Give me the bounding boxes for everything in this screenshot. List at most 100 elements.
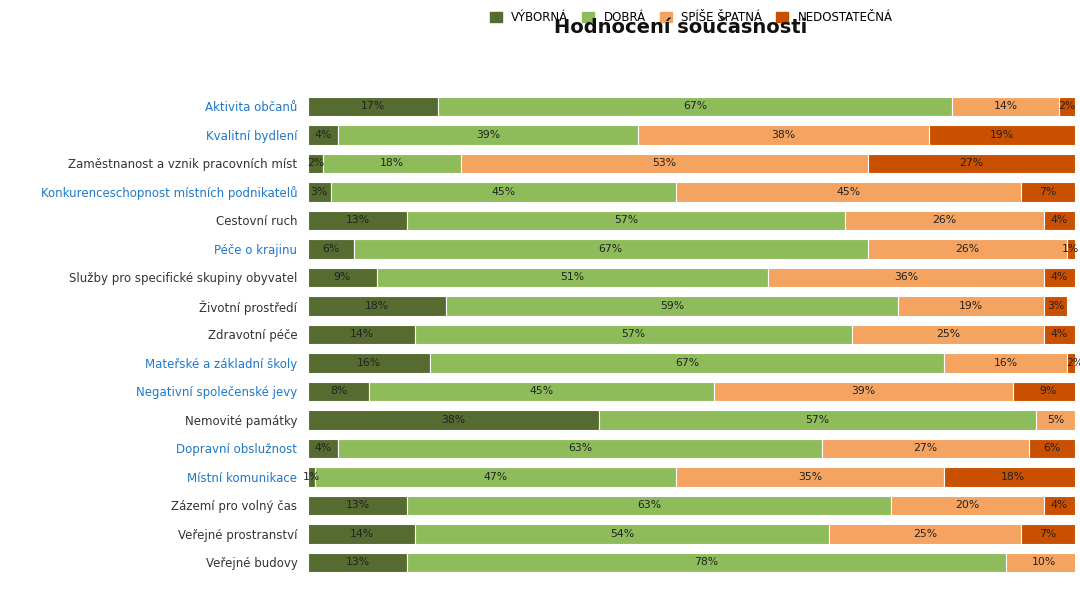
Text: 39%: 39% xyxy=(476,130,500,140)
Text: 16%: 16% xyxy=(994,358,1017,368)
Bar xyxy=(1067,239,1075,258)
Text: 51%: 51% xyxy=(561,272,584,282)
Bar xyxy=(407,553,1005,572)
Text: 6%: 6% xyxy=(322,244,339,254)
Bar xyxy=(829,524,1021,544)
Text: 7%: 7% xyxy=(1039,529,1056,539)
Legend: VÝBORNÁ, DOBRÁ, SPÍŠE ŠPATNÁ, NEDOSTATEČNÁ: VÝBORNÁ, DOBRÁ, SPÍŠE ŠPATNÁ, NEDOSTATEČ… xyxy=(490,11,892,24)
Text: 9%: 9% xyxy=(334,272,351,282)
Text: 9%: 9% xyxy=(1039,387,1056,396)
Text: 27%: 27% xyxy=(959,159,983,168)
Text: 27%: 27% xyxy=(913,443,937,454)
Bar xyxy=(308,125,338,145)
Bar xyxy=(308,467,315,486)
Bar xyxy=(315,467,676,486)
Bar xyxy=(308,97,438,116)
Text: 17%: 17% xyxy=(361,102,386,111)
Text: 35%: 35% xyxy=(798,472,822,482)
Text: 57%: 57% xyxy=(613,215,638,226)
Text: 5%: 5% xyxy=(1047,415,1064,425)
Bar xyxy=(354,239,867,258)
Bar xyxy=(944,353,1067,373)
Bar xyxy=(1044,268,1075,287)
Bar xyxy=(308,154,323,173)
Bar xyxy=(338,125,637,145)
Text: 13%: 13% xyxy=(346,500,369,510)
Text: 8%: 8% xyxy=(329,387,347,396)
Bar xyxy=(1059,97,1075,116)
Text: 63%: 63% xyxy=(568,443,592,454)
Bar xyxy=(845,211,1044,230)
Text: 4%: 4% xyxy=(1051,215,1068,226)
Bar xyxy=(1021,182,1075,202)
Text: 14%: 14% xyxy=(350,529,374,539)
Bar xyxy=(308,268,377,287)
Text: 4%: 4% xyxy=(1051,330,1068,339)
Text: 25%: 25% xyxy=(913,529,937,539)
Text: Hodnocení současnosti: Hodnocení současnosti xyxy=(554,18,807,37)
Text: 14%: 14% xyxy=(994,102,1017,111)
Text: 10%: 10% xyxy=(1031,558,1056,567)
Bar xyxy=(431,353,944,373)
Text: 13%: 13% xyxy=(346,215,369,226)
Bar xyxy=(768,268,1044,287)
Bar xyxy=(1028,439,1075,458)
Bar xyxy=(407,211,845,230)
Text: 4%: 4% xyxy=(1051,272,1068,282)
Bar xyxy=(308,553,407,572)
Text: 39%: 39% xyxy=(852,387,876,396)
Text: 54%: 54% xyxy=(610,529,634,539)
Bar xyxy=(308,296,446,316)
Bar xyxy=(599,410,1037,430)
Bar xyxy=(891,496,1044,515)
Bar xyxy=(308,182,330,202)
Bar xyxy=(822,439,1028,458)
Bar xyxy=(951,97,1059,116)
Bar xyxy=(461,154,867,173)
Text: 67%: 67% xyxy=(675,358,700,368)
Bar xyxy=(944,467,1080,486)
Bar xyxy=(867,239,1067,258)
Text: 14%: 14% xyxy=(350,330,374,339)
Bar xyxy=(308,239,354,258)
Text: 7%: 7% xyxy=(1039,187,1056,197)
Bar xyxy=(676,467,944,486)
Text: 16%: 16% xyxy=(357,358,381,368)
Text: 2%: 2% xyxy=(1066,358,1080,368)
Bar xyxy=(330,182,676,202)
Bar xyxy=(1013,382,1080,401)
Bar xyxy=(852,325,1044,344)
Text: 2%: 2% xyxy=(1058,102,1076,111)
Bar xyxy=(308,382,369,401)
Text: 25%: 25% xyxy=(936,330,960,339)
Bar xyxy=(1044,211,1075,230)
Bar xyxy=(637,125,929,145)
Bar xyxy=(308,325,415,344)
Text: 26%: 26% xyxy=(932,215,956,226)
Bar xyxy=(1005,553,1080,572)
Bar xyxy=(1044,496,1075,515)
Text: 78%: 78% xyxy=(694,558,718,567)
Text: 45%: 45% xyxy=(529,387,554,396)
Text: 1%: 1% xyxy=(303,472,321,482)
Text: 67%: 67% xyxy=(598,244,623,254)
Bar xyxy=(1044,296,1067,316)
Text: 59%: 59% xyxy=(660,301,684,311)
Text: 4%: 4% xyxy=(314,130,332,140)
Bar xyxy=(899,296,1044,316)
Bar xyxy=(415,524,829,544)
Text: 63%: 63% xyxy=(637,500,661,510)
Bar xyxy=(714,382,1013,401)
Text: 3%: 3% xyxy=(311,187,328,197)
Bar xyxy=(308,410,599,430)
Text: 2%: 2% xyxy=(307,159,324,168)
Text: 38%: 38% xyxy=(442,415,465,425)
Bar xyxy=(407,496,891,515)
Bar xyxy=(438,97,951,116)
Bar xyxy=(308,496,407,515)
Bar xyxy=(1044,325,1075,344)
Text: 38%: 38% xyxy=(771,130,795,140)
Text: 57%: 57% xyxy=(622,330,646,339)
Text: 3%: 3% xyxy=(1047,301,1064,311)
Text: 13%: 13% xyxy=(346,558,369,567)
